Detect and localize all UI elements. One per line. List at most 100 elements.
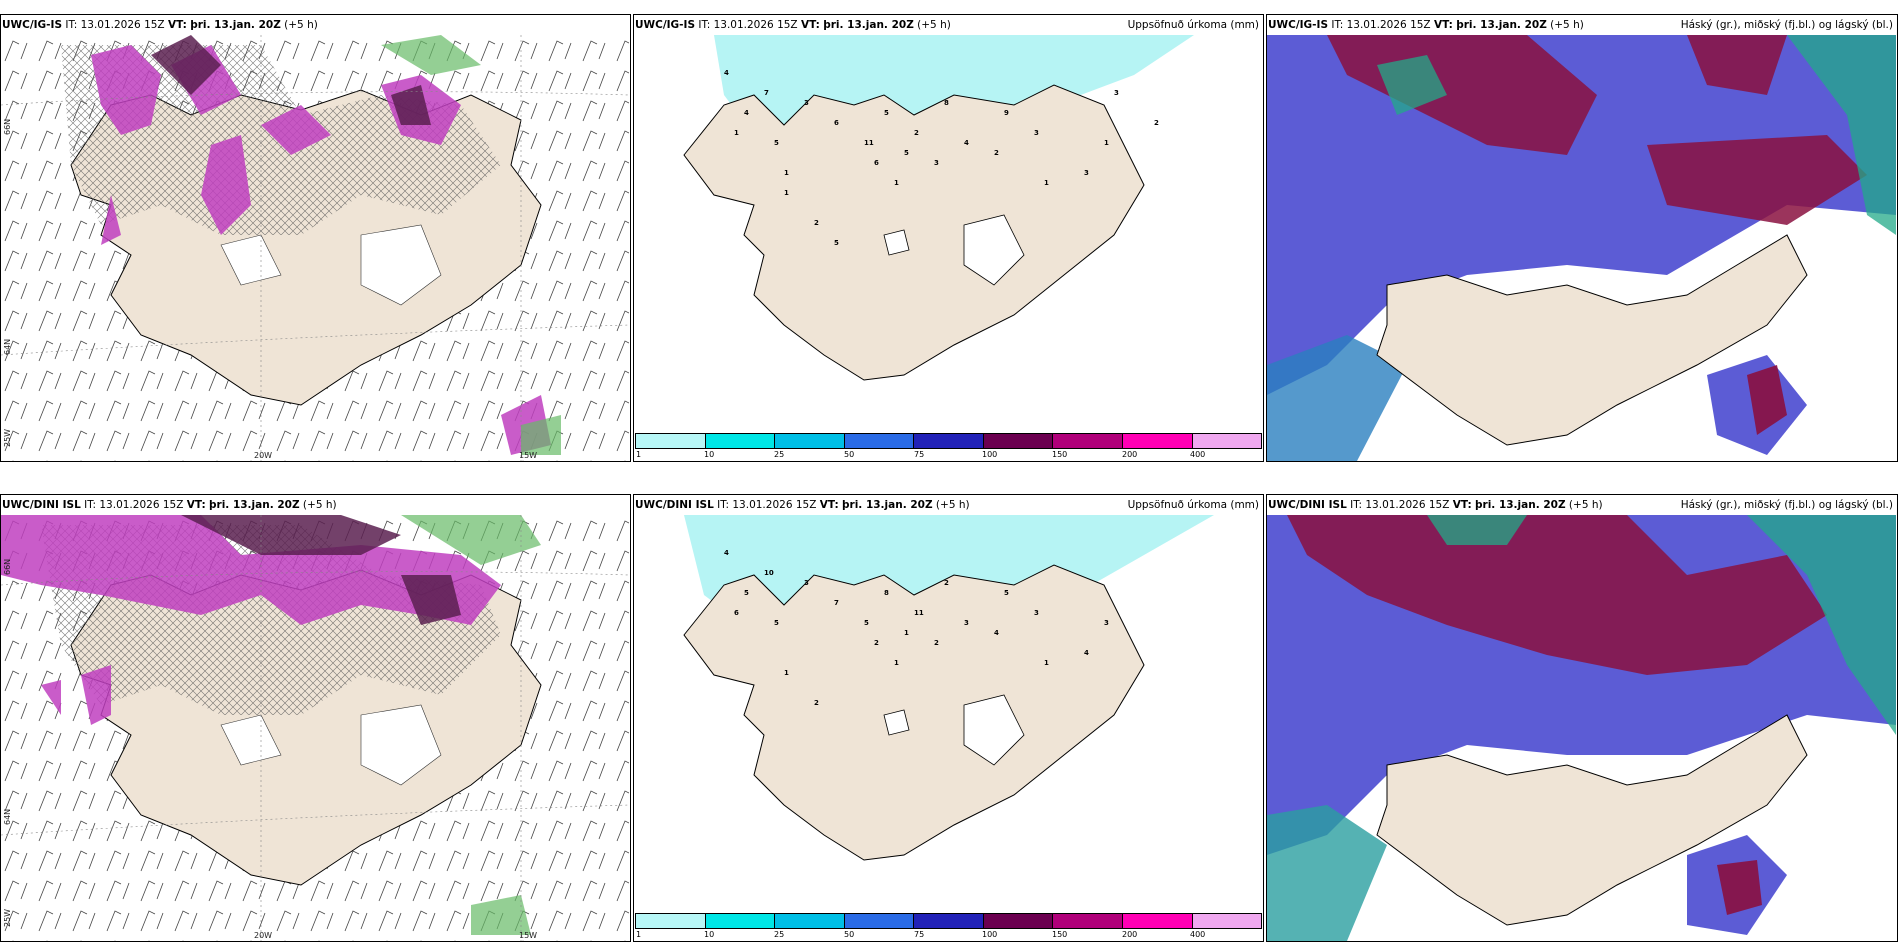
panel-title: UWC/DINI ISL IT: 13.01.2026 15Z VT: þri.… — [634, 495, 1263, 515]
lon-label-25w: 25W — [3, 908, 12, 927]
field-name: Háský (gr.), miðský (fj.bl.) og lágský (… — [1680, 499, 1893, 511]
lead-time: (+5 h) — [1568, 499, 1603, 511]
lon-label-20w: 20W — [254, 451, 273, 460]
colorbar-cell — [1192, 434, 1262, 448]
precip-value-label: 1 — [894, 179, 899, 187]
valid-time: þri. 13.jan. 20Z — [190, 19, 281, 31]
colorbar-tick: 75 — [914, 930, 925, 939]
colorbar-tick: 200 — [1122, 450, 1138, 459]
precip-value-label: 1 — [784, 169, 789, 177]
model-name: UWC/DINI ISL — [635, 499, 714, 511]
model-name: UWC/IG-IS — [1268, 19, 1329, 31]
precip-value-label: 4 — [724, 69, 729, 77]
model-name: UWC/IG-IS — [2, 19, 63, 31]
lead-time: (+5 h) — [935, 499, 970, 511]
colorbar-tick: 10 — [704, 930, 715, 939]
wind-precip-map — [1, 35, 629, 461]
valid-time: þri. 13.jan. 20Z — [209, 499, 300, 511]
precip-value-label: 1 — [904, 629, 909, 637]
panel-title: UWC/IG-IS IT: 13.01.2026 15Z VT: þri. 13… — [2, 19, 318, 31]
init-time: 13.01.2026 15Z — [99, 499, 184, 511]
precip-value-label: 3 — [1114, 89, 1119, 97]
lead-time: (+5 h) — [917, 19, 951, 31]
precip-value-label: 11 — [914, 609, 924, 617]
precip-value-label: 2 — [934, 639, 939, 647]
lon-label-15w: 15W — [519, 451, 538, 460]
colorbar-cell — [1122, 434, 1193, 448]
precip-value-label: 2 — [944, 579, 949, 587]
precip-value-label: 5 — [774, 619, 779, 627]
colorbar-tick: 50 — [844, 930, 855, 939]
iceland-land — [1376, 714, 1808, 926]
glaciers — [883, 214, 1025, 286]
colorbar-cell — [844, 434, 915, 448]
cloud-high-south — [1747, 365, 1787, 435]
precip-value-label: 5 — [1004, 589, 1009, 597]
precip-areas — [1, 515, 501, 725]
precip-value-label: 3 — [964, 619, 969, 627]
colorbar-tick: 200 — [1122, 930, 1138, 939]
glaciers — [883, 694, 1025, 766]
colorbar-cell — [705, 914, 776, 928]
colorbar-tick: 100 — [982, 930, 998, 939]
cloud-map — [1267, 35, 1896, 461]
colorbar-tick: 400 — [1190, 450, 1206, 459]
colorbar-cell — [983, 914, 1054, 928]
panel-dini-precip: UWC/DINI ISL IT: 13.01.2026 15Z VT: þri.… — [633, 494, 1264, 942]
lead-time: (+5 h) — [1550, 19, 1584, 31]
valid-time: þri. 13.jan. 20Z — [842, 499, 933, 511]
precip-value-label: 1 — [784, 189, 789, 197]
colorbar-cells — [635, 913, 1262, 929]
lat-label-64n: 64N — [3, 338, 12, 355]
colorbar-cells — [635, 433, 1262, 449]
precip-value-label: 1 — [1044, 659, 1049, 667]
precip-value-label: 1 — [734, 129, 739, 137]
precip-value-label: 3 — [1034, 609, 1039, 617]
lead-time: (+5 h) — [302, 499, 337, 511]
glaciers — [220, 224, 442, 306]
colorbar-cell — [914, 434, 984, 448]
precip-value-label: 5 — [904, 149, 909, 157]
panel-dini-wind: UWC/DINI ISL IT: 13.01.2026 15Z VT: þri.… — [0, 494, 631, 942]
precip-value-label: 9 — [1004, 109, 1009, 117]
colorbar-cell — [1192, 914, 1262, 928]
cloud-low-green — [1377, 35, 1896, 235]
model-name: UWC/DINI ISL — [2, 499, 81, 511]
colorbar-tick: 100 — [982, 450, 998, 459]
lat-label-66n: 66N — [3, 558, 12, 575]
colorbar-tick: 1 — [636, 930, 642, 939]
precip-value-label: 7 — [834, 599, 839, 607]
precip-value-label: 7 — [764, 89, 769, 97]
panel-title: UWC/IG-IS IT: 13.01.2026 15Z VT: þri. 13… — [1267, 15, 1897, 35]
precip-value-label: 5 — [774, 139, 779, 147]
colorbar-cell — [775, 914, 845, 928]
precip-value-label: 4 — [964, 139, 969, 147]
precip-value-label: 3 — [1034, 129, 1039, 137]
colorbar-cell — [1053, 434, 1123, 448]
precip-value-label: 4 — [994, 629, 999, 637]
init-time: 13.01.2026 15Z — [732, 499, 817, 511]
field-name: Háský (gr.), miðský (fj.bl.) og lágský (… — [1680, 19, 1893, 31]
colorbar: 1 10 25 50 75 100 150 200 400 — [634, 433, 1263, 461]
precip-value-label: 10 — [764, 569, 774, 577]
precip-value-label: 2 — [814, 699, 819, 707]
lead-time: (+5 h) — [284, 19, 318, 31]
lat-label-66n: 66N — [3, 118, 12, 135]
precip-map: 4 10 3 5 6 5 7 8 11 2 5 3 1 2 1 2 3 4 2 1 5 1 4 3 — [683, 515, 1214, 861]
panel-title: UWC/DINI ISL IT: 13.01.2026 15Z VT: þri.… — [2, 499, 337, 511]
precip-value-label: 1 — [1044, 179, 1049, 187]
colorbar-tick: 25 — [774, 450, 785, 459]
precip-value-labels: 4 10 3 5 6 5 7 8 11 2 5 3 1 2 1 2 3 4 2 1 5 1 4 3 — [724, 549, 1109, 707]
precip-value-label: 6 — [874, 159, 879, 167]
cloud-high-south — [1717, 860, 1762, 915]
cloud-high-layer — [1327, 35, 1867, 225]
precip-value-label: 3 — [1084, 169, 1089, 177]
colorbar: 1 10 25 50 75 100 150 200 400 — [634, 913, 1263, 941]
precip-value-label: 5 — [834, 239, 839, 247]
cloud-low-layer — [1267, 335, 1407, 461]
colorbar-cell — [1053, 914, 1123, 928]
colorbar-tick: 50 — [844, 450, 855, 459]
precip-value-label: 6 — [834, 119, 839, 127]
precip-value-label: 1 — [784, 669, 789, 677]
colorbar-cell — [775, 434, 845, 448]
